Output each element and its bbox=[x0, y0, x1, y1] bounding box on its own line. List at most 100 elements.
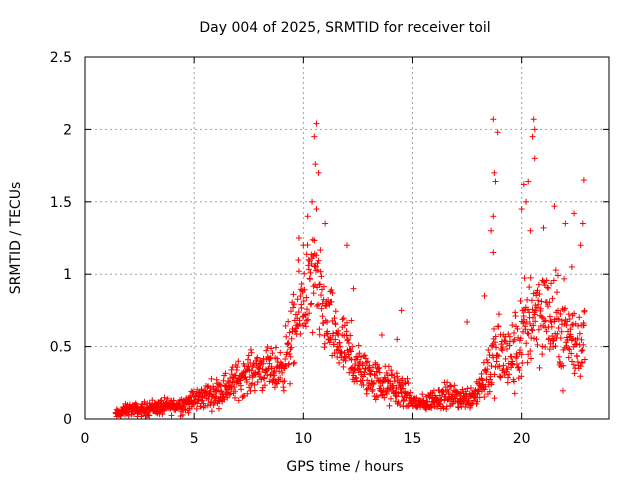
data-point bbox=[565, 311, 572, 318]
data-point bbox=[277, 349, 284, 356]
data-point bbox=[492, 339, 499, 346]
data-point bbox=[382, 376, 389, 383]
data-point bbox=[549, 295, 556, 302]
data-point bbox=[376, 369, 383, 376]
data-point bbox=[548, 280, 555, 287]
data-point bbox=[568, 322, 575, 329]
data-point bbox=[300, 297, 307, 304]
data-point bbox=[311, 133, 318, 140]
data-point bbox=[266, 378, 273, 385]
data-point bbox=[488, 363, 495, 370]
data-point bbox=[436, 392, 443, 399]
data-point bbox=[400, 385, 407, 392]
data-point bbox=[389, 384, 396, 391]
data-point bbox=[334, 330, 341, 337]
data-point bbox=[514, 325, 521, 332]
data-point bbox=[423, 398, 430, 405]
data-point bbox=[233, 366, 240, 373]
data-point bbox=[248, 349, 255, 356]
data-point bbox=[493, 358, 500, 365]
data-point bbox=[547, 340, 554, 347]
data-point bbox=[355, 342, 362, 349]
data-point bbox=[288, 308, 295, 315]
data-point bbox=[305, 266, 312, 273]
data-point bbox=[322, 317, 329, 324]
data-point bbox=[519, 360, 526, 367]
grid-layer bbox=[85, 57, 609, 419]
data-point bbox=[392, 392, 399, 399]
data-point bbox=[483, 368, 490, 375]
data-point bbox=[228, 371, 235, 378]
data-point bbox=[168, 412, 175, 419]
data-point bbox=[359, 360, 366, 367]
data-point bbox=[341, 349, 348, 356]
data-point bbox=[295, 235, 302, 241]
data-point bbox=[264, 343, 271, 350]
data-point bbox=[536, 291, 543, 298]
data-point bbox=[361, 352, 368, 359]
data-point bbox=[250, 362, 257, 369]
data-point bbox=[451, 382, 458, 389]
data-point bbox=[407, 389, 414, 396]
data-point bbox=[307, 276, 314, 283]
data-point bbox=[266, 355, 273, 362]
data-point bbox=[219, 393, 226, 400]
data-point bbox=[511, 390, 518, 397]
data-point bbox=[298, 281, 305, 288]
data-point bbox=[285, 318, 292, 325]
data-point bbox=[533, 292, 540, 299]
data-point bbox=[574, 335, 581, 342]
data-point bbox=[550, 335, 557, 342]
data-point bbox=[348, 348, 355, 355]
data-point bbox=[542, 317, 549, 324]
data-point bbox=[349, 369, 356, 376]
data-point bbox=[274, 380, 281, 387]
data-point bbox=[318, 292, 325, 299]
data-point bbox=[290, 304, 297, 311]
data-point bbox=[352, 374, 359, 381]
data-point bbox=[328, 298, 335, 305]
data-point bbox=[494, 129, 501, 136]
data-point bbox=[578, 348, 585, 355]
data-point bbox=[235, 358, 242, 365]
data-point bbox=[243, 378, 250, 385]
data-point bbox=[531, 335, 538, 342]
data-point bbox=[374, 375, 381, 382]
data-point bbox=[256, 368, 263, 375]
data-point bbox=[310, 290, 317, 297]
data-point bbox=[283, 333, 290, 340]
data-point bbox=[348, 317, 355, 324]
data-point bbox=[241, 392, 248, 399]
data-point bbox=[340, 363, 347, 370]
x-tick-label: 20 bbox=[513, 431, 531, 447]
data-point bbox=[496, 363, 503, 370]
data-point bbox=[345, 340, 352, 347]
data-point bbox=[363, 359, 370, 366]
x-tick-label: 0 bbox=[81, 431, 90, 447]
data-point bbox=[554, 272, 561, 279]
data-point bbox=[318, 305, 325, 312]
data-point bbox=[576, 330, 583, 337]
data-point bbox=[577, 373, 584, 380]
data-point bbox=[395, 390, 402, 397]
data-point bbox=[319, 313, 326, 320]
data-point bbox=[307, 269, 314, 276]
data-point bbox=[448, 383, 455, 390]
data-point bbox=[534, 287, 541, 294]
data-point bbox=[248, 367, 255, 374]
data-point bbox=[455, 404, 462, 411]
data-point bbox=[277, 374, 284, 381]
data-point bbox=[440, 405, 447, 412]
data-point bbox=[390, 382, 397, 389]
data-point bbox=[251, 387, 258, 394]
data-point bbox=[558, 328, 565, 335]
data-point bbox=[315, 257, 322, 264]
data-point bbox=[324, 319, 331, 326]
data-point bbox=[566, 346, 573, 353]
data-point bbox=[517, 297, 524, 304]
data-point bbox=[303, 294, 310, 301]
data-point bbox=[522, 307, 529, 314]
data-point bbox=[244, 390, 251, 397]
data-point bbox=[529, 133, 536, 140]
data-point bbox=[317, 247, 324, 254]
